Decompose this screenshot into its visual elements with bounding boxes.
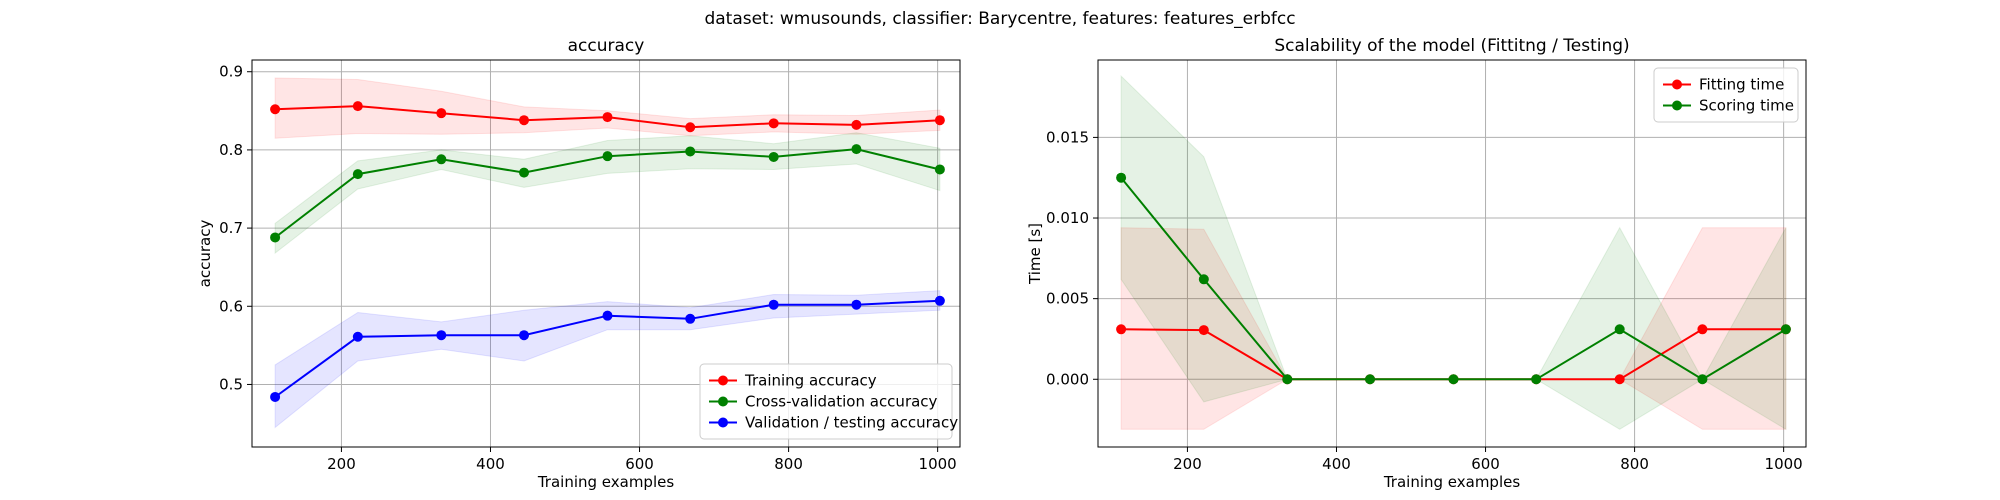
chart1-scoring-time-point-5 (1531, 374, 1542, 385)
chart0-validation-testing-accuracy-point-2 (436, 330, 447, 341)
chart0-y-axis-label: accuracy (196, 220, 214, 288)
chart0-cross-validation-accuracy-point-3 (519, 167, 530, 178)
chart1-legend: Fitting time Scoring time (1653, 67, 1799, 123)
chart1-scoring-time-point-2 (1282, 374, 1293, 385)
chart0-cross-validation-accuracy-point-1 (352, 169, 363, 180)
chart0-training-accuracy-point-6 (768, 118, 779, 129)
chart0-validation-testing-accuracy-point-8 (934, 295, 945, 306)
chart1-x-axis-label: Training examples (1383, 473, 1521, 491)
chart0-x-tick-label-0: 200 (327, 455, 356, 473)
chart0-training-accuracy-point-5 (685, 122, 696, 133)
chart1-scoring-time-point-8 (1780, 324, 1791, 335)
chart1-fitting-time-point-6 (1614, 374, 1625, 385)
chart0-validation-testing-accuracy-point-7 (851, 299, 862, 310)
chart0-cross-validation-accuracy-point-4 (602, 151, 613, 162)
chart0-cross-validation-accuracy-point-8 (934, 164, 945, 175)
chart0-cross-validation-accuracy-point-7 (851, 144, 862, 155)
chart1-x-tick-label-3: 800 (1620, 455, 1649, 473)
chart1-fitting-time-point-7 (1697, 324, 1708, 335)
chart0-validation-testing-accuracy-point-3 (519, 330, 530, 341)
chart0-cross-validation-accuracy-point-6 (768, 151, 779, 162)
chart1-title: Scalability of the model (Fittitng / Tes… (1274, 36, 1629, 56)
chart0-y-tick-label-1: 0.6 (219, 297, 243, 315)
chart0-training-accuracy-point-1 (352, 101, 363, 112)
chart0-cross-validation-accuracy-point-5 (685, 146, 696, 157)
chart0-training-accuracy-point-3 (519, 115, 530, 126)
chart1-fitting-time-point-1 (1198, 325, 1209, 336)
chart0-title: accuracy (568, 36, 645, 56)
chart1-x-tick-label-2: 600 (1471, 455, 1500, 473)
chart1-legend-swatch-marker-0 (1672, 79, 1682, 90)
chart0-y-tick-label-0: 0.5 (219, 375, 243, 393)
chart0-legend-label-0: Training accuracy (744, 372, 877, 390)
chart0-validation-testing-accuracy-point-4 (602, 310, 613, 321)
chart0-y-tick-label-2: 0.7 (219, 219, 243, 237)
chart0-x-axis-label: Training examples (537, 473, 675, 491)
chart1-legend-label-1: Scoring time (1699, 97, 1794, 115)
chart0-training-accuracy-point-8 (934, 115, 945, 126)
chart0-legend-label-2: Validation / testing accuracy (745, 414, 958, 432)
chart0-legend-box (699, 363, 953, 440)
chart1-x-tick-label-1: 400 (1322, 455, 1351, 473)
chart0-validation-testing-accuracy-point-0 (270, 391, 281, 402)
chart1-x-tick-label-4: 1000 (1765, 455, 1803, 473)
chart0-validation-testing-accuracy-point-1 (352, 331, 363, 342)
accuracy-chart: 200 400 600 800 1000 0.5 0.6 0.7 0.8 0.9 accuracy T… (196, 36, 961, 491)
chart1-y-tick-label-1: 0.005 (1046, 290, 1089, 308)
chart0-x-tick-label-1: 400 (476, 455, 505, 473)
chart1-y-tick-label-2: 0.010 (1046, 209, 1089, 227)
chart1-legend-box (1653, 67, 1799, 123)
chart0-training-accuracy-point-4 (602, 112, 613, 123)
chart1-scoring-time-point-6 (1614, 324, 1625, 335)
chart1-y-tick-label-3: 0.015 (1046, 128, 1089, 146)
chart1-scoring-time-point-4 (1448, 374, 1459, 385)
chart0-validation-testing-accuracy-point-6 (768, 299, 779, 310)
chart1-x-tick-label-0: 200 (1173, 455, 1202, 473)
chart0-axes-frame (251, 59, 961, 448)
chart0-training-accuracy-point-0 (270, 104, 281, 115)
chart0-training-accuracy-point-7 (851, 119, 862, 130)
chart0-legend-label-1: Cross-validation accuracy (745, 393, 938, 411)
chart0-training-accuracy-point-2 (436, 108, 447, 119)
chart1-y-tick-label-0: 0.000 (1046, 370, 1089, 388)
chart1-axes-frame (1097, 59, 1807, 448)
chart1-scoring-time-point-0 (1116, 172, 1127, 183)
chart0-x-tick-label-2: 600 (625, 455, 654, 473)
chart1-fitting-time-point-0 (1116, 324, 1127, 335)
chart1-legend-label-0: Fitting time (1699, 76, 1784, 94)
chart0-validation-testing-accuracy-point-5 (685, 313, 696, 324)
chart0-y-tick-label-4: 0.9 (219, 63, 243, 81)
chart0-cross-validation-accuracy-point-0 (270, 232, 281, 243)
chart0-cross-validation-accuracy-point-2 (436, 154, 447, 165)
chart0-legend-swatch-marker-1 (718, 396, 728, 407)
figure-suptitle: dataset: wmusounds, classifier: Barycent… (704, 9, 1295, 29)
chart1-y-axis-label: Time [s] (1026, 223, 1044, 285)
chart0-legend-swatch-marker-2 (718, 417, 728, 428)
chart0-y-tick-label-3: 0.8 (219, 141, 243, 159)
chart0-x-tick-label-4: 1000 (919, 455, 957, 473)
chart0-legend-swatch-marker-0 (718, 375, 728, 386)
chart0-validation-testing-accuracy-band (274, 290, 941, 429)
chart1-scoring-time-point-1 (1198, 274, 1209, 285)
chart1-scoring-time-point-7 (1697, 374, 1708, 385)
chart1-legend-swatch-marker-1 (1672, 100, 1682, 111)
chart0-legend: Training accuracy Cross-validation accura… (699, 363, 958, 440)
scalability-chart: 200 400 600 800 1000 0.000 0.005 0.010 0.015 Scal… (1026, 36, 1807, 491)
chart1-scoring-time-point-3 (1365, 374, 1376, 385)
chart0-x-tick-label-3: 800 (774, 455, 803, 473)
